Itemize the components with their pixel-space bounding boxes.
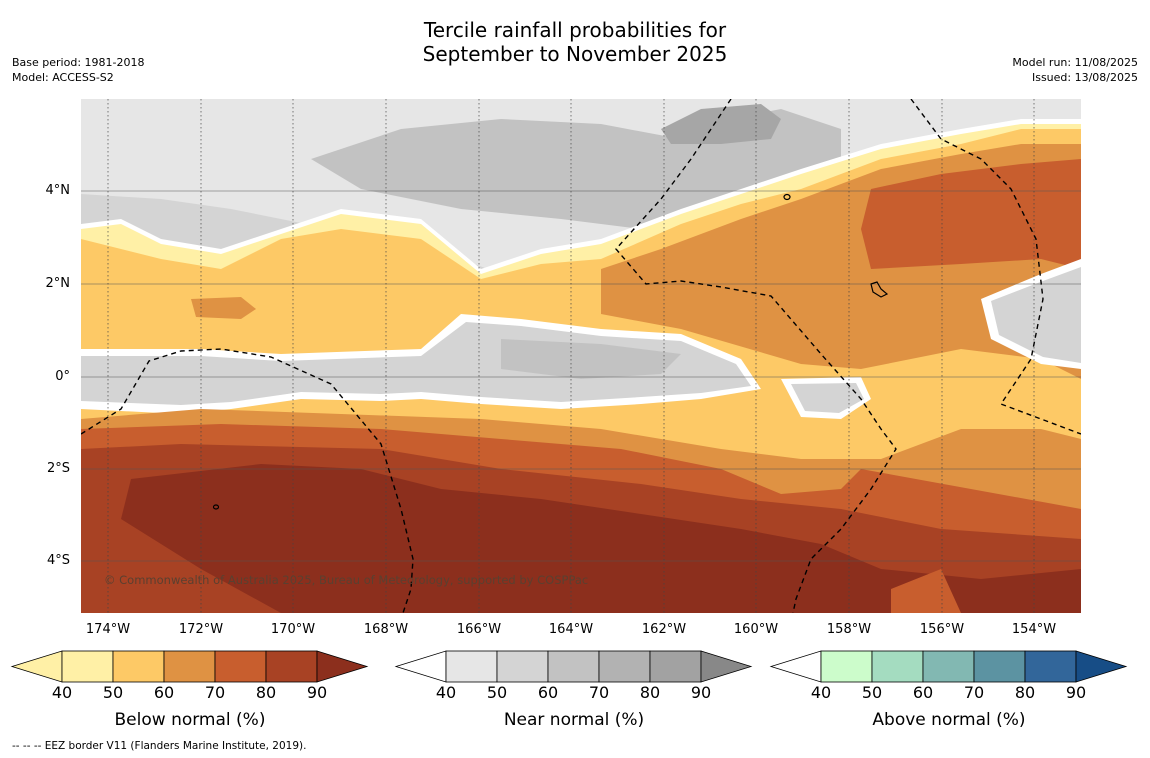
island-1: [783, 193, 791, 201]
lon-label-158w: 158°W: [826, 622, 872, 637]
colorbar-below-max-arrow: [316, 650, 369, 683]
tick-above-90: 90: [1065, 683, 1087, 702]
swatch-below-60: [163, 650, 216, 683]
colorbar-above-min-arrow: [769, 650, 822, 683]
colorbar-below-normal: 40 50 60 70 80 90 Below normal (%): [10, 650, 370, 740]
tick-above-50: 50: [861, 683, 883, 702]
swatch-below-80: [265, 650, 318, 683]
map-title: Tercile rainfall probabilities for Septe…: [0, 18, 1150, 66]
lat-label-4n: 4°N: [45, 183, 71, 198]
tick-above-70: 70: [963, 683, 985, 702]
swatch-above-60: [922, 650, 975, 683]
colorbar-below-swatches: [10, 650, 369, 683]
below-normal-70-zone-ne: [861, 159, 1081, 269]
swatch-near-60: [547, 650, 600, 683]
colorbar-near-label: Near normal (%): [503, 710, 645, 730]
tick-near-70: 70: [588, 683, 610, 702]
model-run: Model run: 11/08/2025: [1012, 56, 1138, 69]
title-line-2: September to November 2025: [422, 42, 728, 66]
eez-border-west: [81, 348, 414, 613]
tick-below-50: 50: [102, 683, 124, 702]
tick-near-50: 50: [486, 683, 508, 702]
swatch-near-40: [445, 650, 498, 683]
below-normal-60-patch: [191, 297, 256, 319]
probability-map: [81, 99, 1081, 613]
swatch-above-40: [820, 650, 873, 683]
eez-border-east: [910, 99, 1081, 435]
lon-label-160w: 160°W: [733, 622, 779, 637]
lat-label-2s: 2°S: [46, 461, 70, 476]
issued-date: Issued: 13/08/2025: [1031, 71, 1138, 84]
base-period: Base period: 1981-2018: [12, 56, 145, 69]
model-info: Base period: 1981-2018 Model: ACCESS-S2: [12, 55, 144, 85]
equatorial-near-normal-50-zone: [81, 322, 751, 405]
lat-label-eq: 0°: [55, 369, 70, 384]
islands: [212, 193, 889, 510]
lon-label-162w: 162°W: [641, 622, 687, 637]
below-normal-70-patch-se: [891, 569, 961, 613]
map-canvas: [81, 99, 1081, 613]
swatch-below-70: [214, 650, 267, 683]
run-info: Model run: 11/08/2025 Issued: 13/08/2025: [1012, 55, 1138, 85]
tick-near-90: 90: [690, 683, 712, 702]
swatch-near-80: [649, 650, 702, 683]
eez-footnote: -- -- -- EEZ border V11 (Flanders Marine…: [12, 740, 307, 752]
meridians: [107, 99, 1035, 613]
central-near-normal-50-zone: [791, 383, 864, 413]
tick-below-90: 90: [306, 683, 328, 702]
colorbar-near-min-arrow: [394, 650, 447, 683]
swatch-above-50: [871, 650, 924, 683]
tick-below-80: 80: [255, 683, 277, 702]
colorbar-below-label: Below normal (%): [114, 710, 266, 730]
tick-below-40: 40: [51, 683, 73, 702]
near-normal-80-zone: [661, 104, 781, 144]
lon-label-166w: 166°W: [456, 622, 502, 637]
model-name: Model: ACCESS-S2: [12, 71, 114, 84]
tick-near-40: 40: [435, 683, 457, 702]
colorbar-above-label: Above normal (%): [872, 710, 1026, 730]
tick-near-60: 60: [537, 683, 559, 702]
eez-border-central: [615, 99, 897, 613]
tick-above-80: 80: [1014, 683, 1036, 702]
lon-label-172w: 172°W: [178, 622, 224, 637]
island-2: [870, 281, 889, 298]
tick-above-60: 60: [912, 683, 934, 702]
lat-label-2n: 2°N: [45, 276, 71, 291]
title-line-1: Tercile rainfall probabilities for: [423, 18, 727, 42]
colorbar-below-min-arrow: [10, 650, 63, 683]
lon-label-168w: 168°W: [363, 622, 409, 637]
colorbar-above-normal: 40 50 60 70 80 90 Above normal (%): [769, 650, 1129, 740]
copyright-notice: © Commonwealth of Australia 2025, Bureau…: [104, 573, 589, 587]
graticule: [81, 190, 1081, 562]
swatch-below-40: [61, 650, 114, 683]
swatch-near-50: [496, 650, 549, 683]
lon-label-170w: 170°W: [270, 622, 316, 637]
below-normal-90-band-south: [121, 464, 1081, 613]
east-near-normal-50-zone: [991, 267, 1081, 363]
colorbar-above-swatches: [769, 650, 1128, 683]
lon-label-156w: 156°W: [919, 622, 965, 637]
lat-label-4s: 4°S: [46, 553, 70, 568]
colorbar-near-max-arrow: [700, 650, 753, 683]
colorbar-near-normal: 40 50 60 70 80 90 Near normal (%): [394, 650, 754, 740]
lon-label-164w: 164°W: [548, 622, 594, 637]
colorbar-above-max-arrow: [1075, 650, 1128, 683]
lon-label-154w: 154°W: [1011, 622, 1057, 637]
colorbar-near-swatches: [394, 650, 753, 683]
lon-label-174w: 174°W: [85, 622, 131, 637]
swatch-above-70: [973, 650, 1026, 683]
tick-near-80: 80: [639, 683, 661, 702]
eez-borders: [81, 99, 1081, 613]
equatorial-near-normal-60-zone: [501, 339, 681, 379]
island-3: [212, 504, 220, 510]
swatch-near-70: [598, 650, 651, 683]
swatch-below-50: [112, 650, 165, 683]
tick-above-40: 40: [810, 683, 832, 702]
swatch-above-80: [1024, 650, 1077, 683]
tick-below-60: 60: [153, 683, 175, 702]
tick-below-70: 70: [204, 683, 226, 702]
